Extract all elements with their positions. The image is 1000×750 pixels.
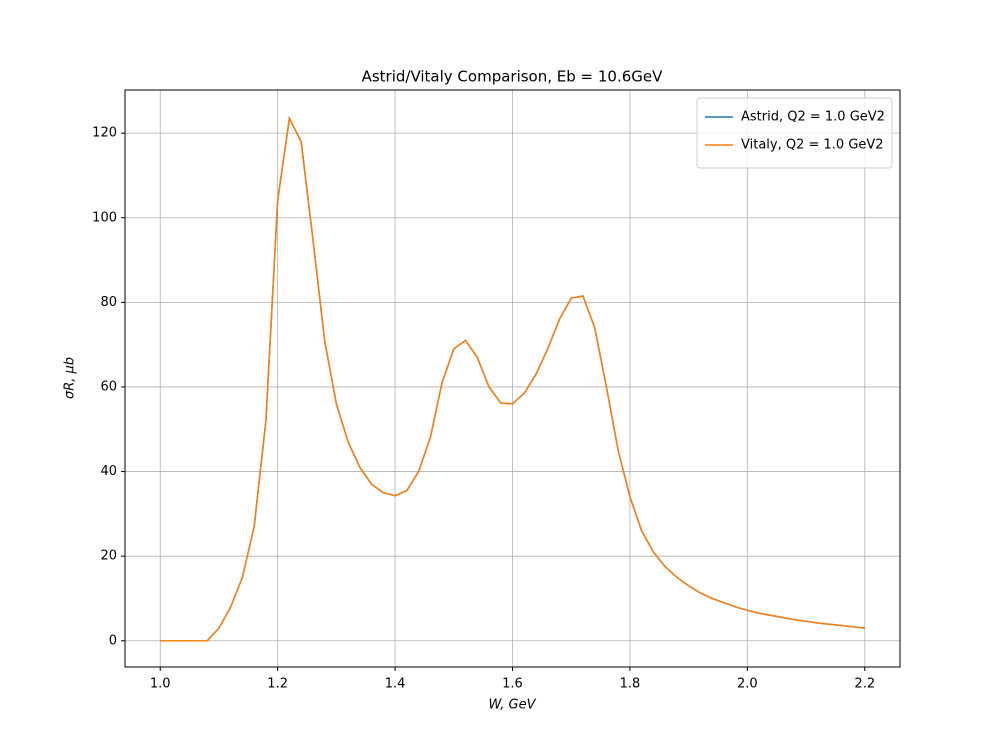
x-axis-label: W, GeV [488,698,536,713]
y-axis-label: σR, μb [63,357,78,399]
x-tick-label: 2.2 [854,677,875,692]
x-tick-label: 1.2 [267,677,288,692]
x-tick-label: 2.0 [737,677,758,692]
chart-title: Astrid/Vitaly Comparison, Eb = 10.6GeV [362,68,664,86]
legend-label: Astrid, Q2 = 1.0 GeV2 [741,110,885,125]
y-tick-label: 80 [100,295,117,310]
x-tick-label: 1.8 [620,677,641,692]
y-tick-label: 100 [92,210,117,225]
x-tick-label: 1.0 [150,677,171,692]
x-tick-label: 1.4 [385,677,406,692]
plot-frame [124,89,901,668]
y-tick-label: 20 [100,549,117,564]
y-tick-label: 0 [109,633,117,648]
x-tick-label: 1.6 [502,677,523,692]
y-tick-label: 40 [100,464,117,479]
y-tick-label: 60 [100,379,117,394]
series-line [160,115,865,642]
legend-label: Vitaly, Q2 = 1.0 GeV2 [741,138,884,153]
y-tick-label: 120 [92,126,117,141]
legend-box [696,97,893,169]
